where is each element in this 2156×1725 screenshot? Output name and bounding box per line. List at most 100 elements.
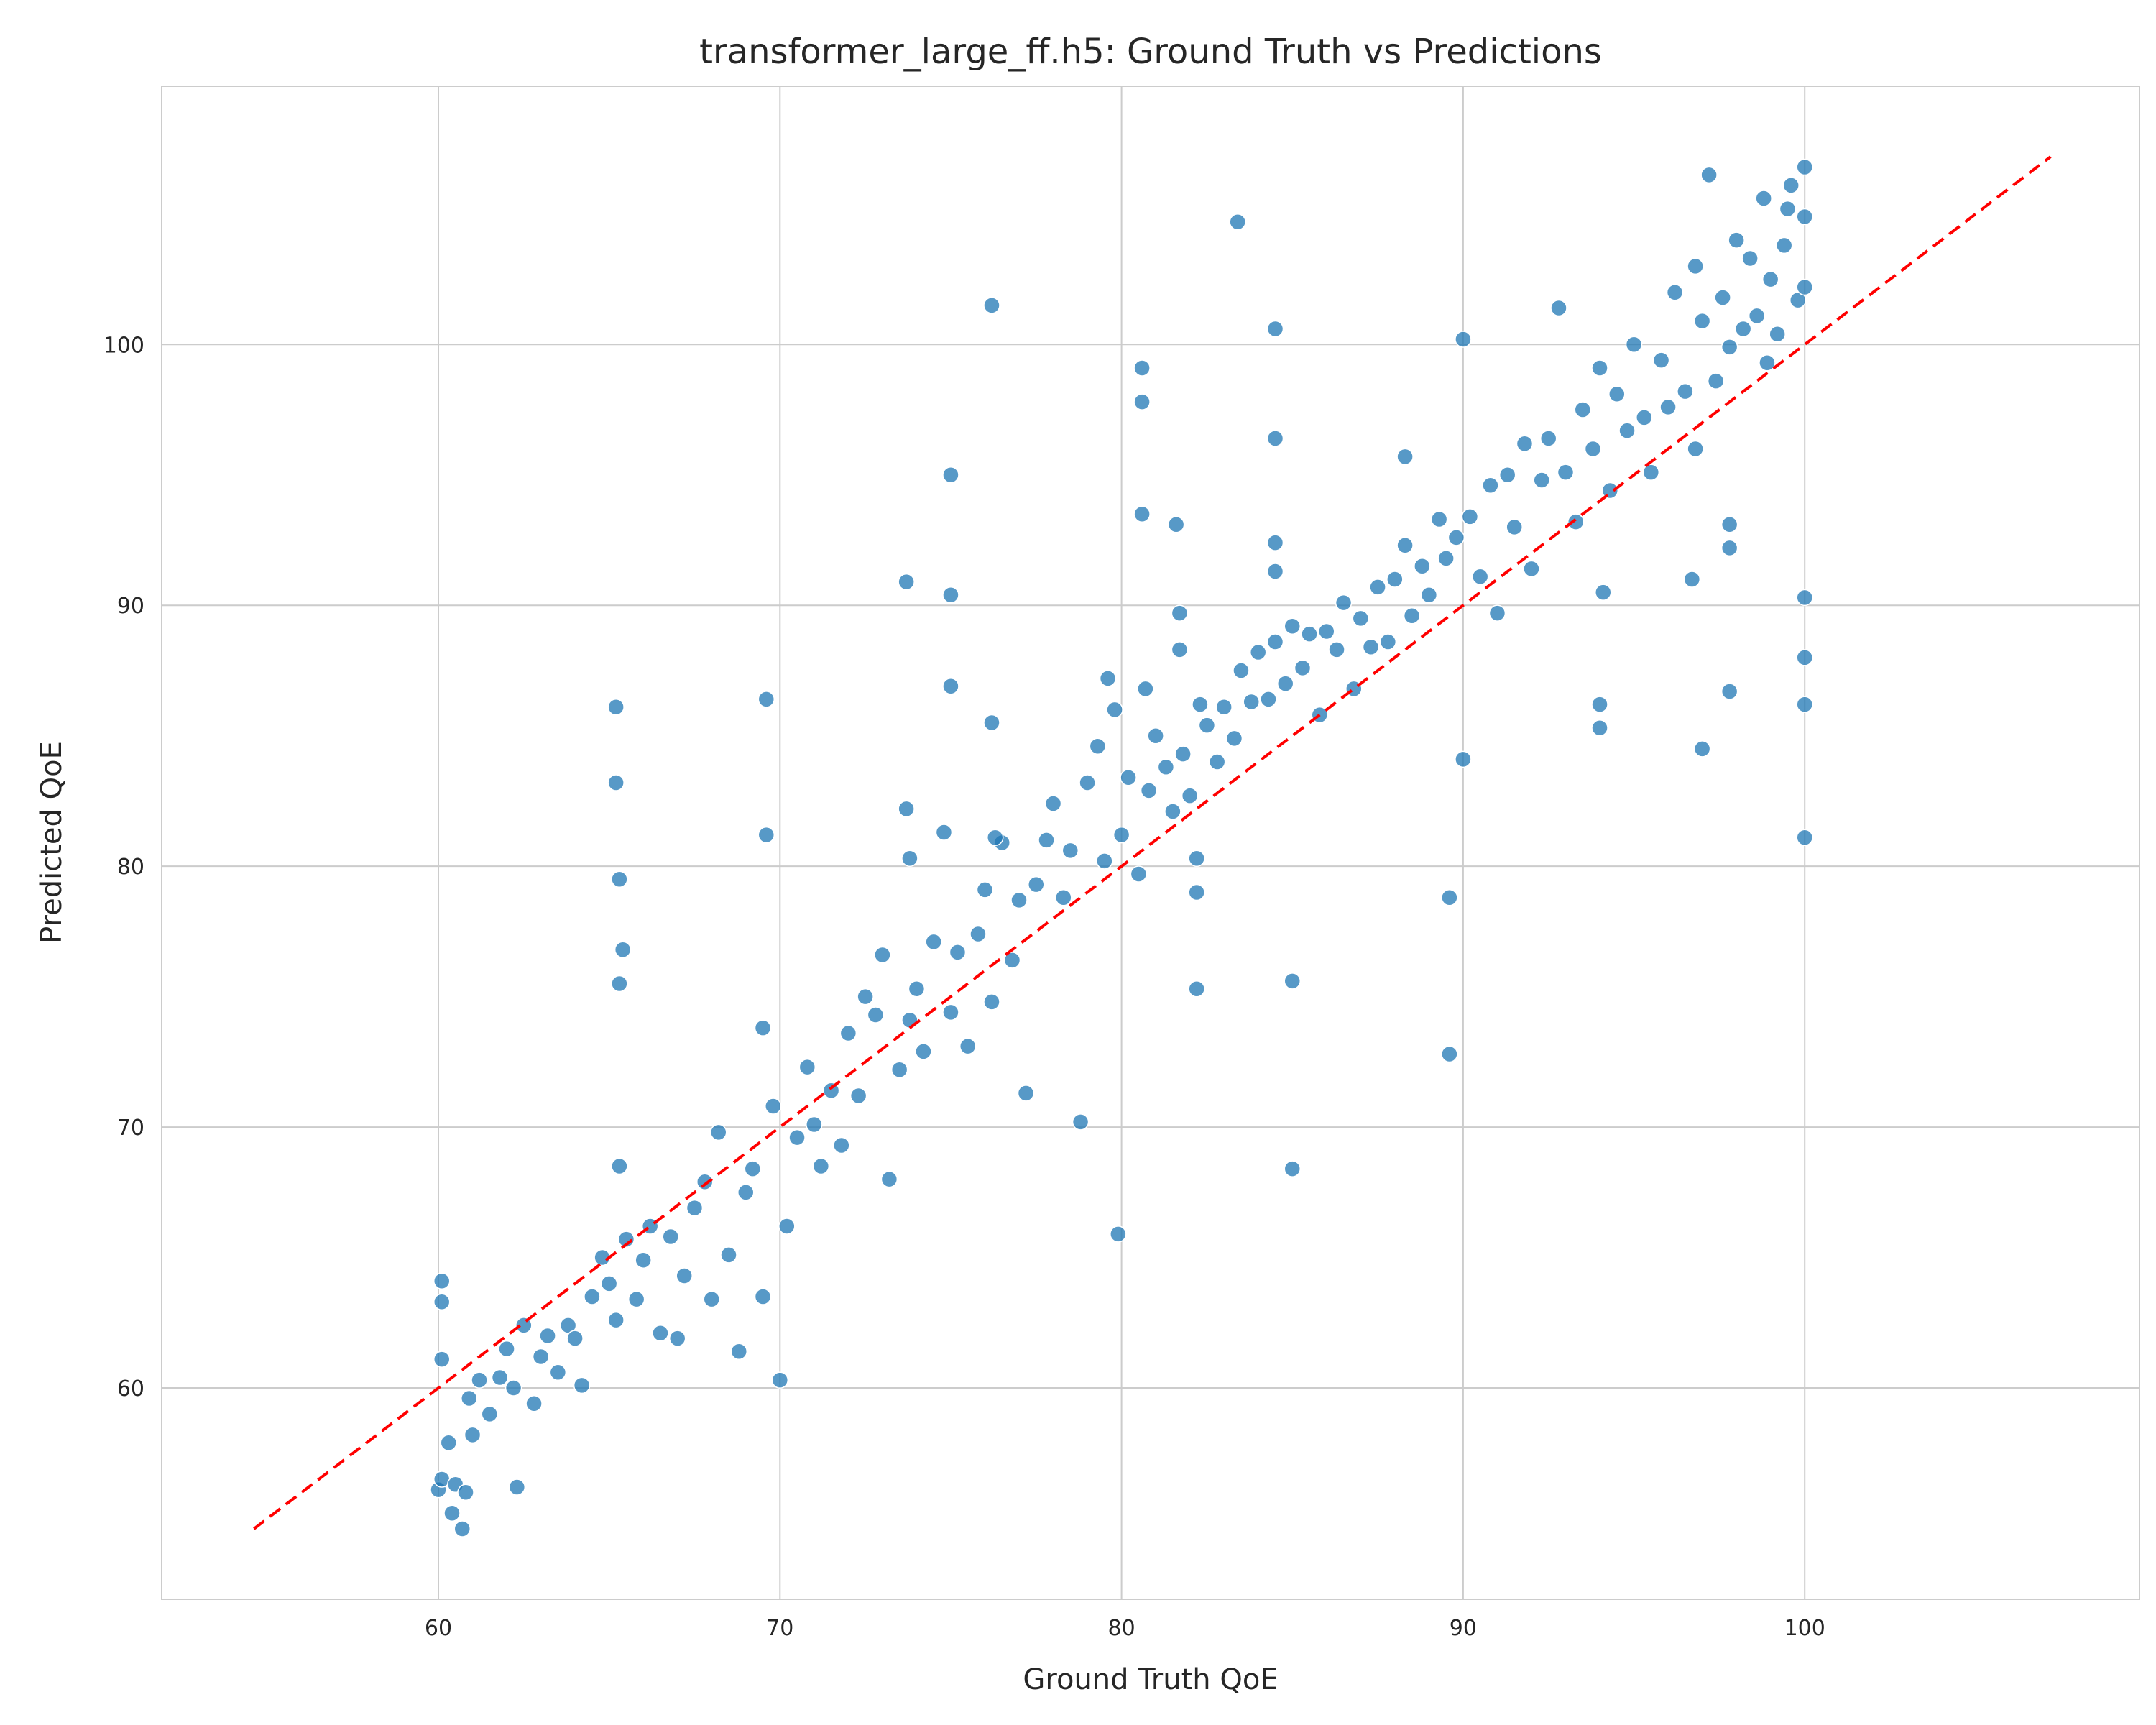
scatter-point: [559, 1317, 577, 1334]
scatter-point: [1642, 464, 1660, 481]
x-tick-label: 100: [1784, 1616, 1825, 1641]
scatter-point: [1796, 208, 1813, 226]
scatter-point: [874, 946, 891, 964]
y-tick-label: 100: [103, 333, 144, 358]
scatter-point: [806, 1116, 823, 1133]
scatter-point: [1362, 638, 1380, 656]
y-tick-label: 70: [117, 1116, 144, 1141]
scatter-point: [1516, 435, 1534, 452]
scatter-point: [1618, 422, 1636, 439]
scatter-point: [1171, 604, 1189, 622]
scatter-point: [1455, 750, 1472, 768]
scatter-point: [440, 1434, 458, 1451]
scatter-point: [1369, 579, 1386, 596]
scatter-point: [1461, 508, 1479, 525]
scatter-point: [1099, 670, 1117, 687]
scatter-point: [686, 1199, 704, 1217]
scatter-point: [1284, 1160, 1302, 1177]
scatter-point: [771, 1371, 789, 1389]
scatter-point: [662, 1228, 679, 1246]
scatter-point: [1796, 278, 1813, 296]
x-tick-label: 70: [766, 1616, 793, 1641]
scatter-point: [1796, 829, 1813, 846]
scatter-point: [498, 1340, 515, 1358]
scatter-point: [614, 941, 632, 959]
scatter-point: [549, 1363, 567, 1381]
scatter-point: [1215, 699, 1233, 716]
scatter-point: [539, 1327, 556, 1345]
scatter-point: [1796, 649, 1813, 666]
scatter-point: [890, 1061, 908, 1078]
scatter-point: [1482, 477, 1499, 494]
scatter-point: [1714, 289, 1731, 306]
scatter-point: [942, 466, 959, 484]
y-tick-labels: 60 70 80 90 100: [103, 333, 144, 1402]
scatter-point: [1591, 696, 1608, 713]
scatter-point: [1775, 236, 1793, 254]
y-gridlines: [162, 344, 2139, 1389]
scatter-point: [1420, 586, 1438, 604]
scatter-point: [1171, 641, 1189, 658]
scatter-point: [849, 1087, 867, 1105]
scatter-point: [1379, 633, 1397, 650]
scatter-point: [757, 691, 775, 708]
scatter-point: [857, 988, 874, 1006]
scatter-point: [1498, 466, 1516, 484]
scatter-point: [1591, 719, 1608, 737]
scatter-point: [1506, 518, 1523, 536]
scatter-point: [1044, 795, 1062, 812]
scatter-point: [433, 1351, 451, 1368]
scatter-point: [1741, 249, 1759, 267]
scatter-point: [754, 1288, 772, 1305]
scatter-point: [1700, 166, 1718, 184]
reference-line: [253, 155, 2052, 1530]
scatter-point: [1174, 745, 1192, 763]
scatter-point: [983, 714, 1000, 732]
scatter-point: [1796, 589, 1813, 607]
data-points: [430, 158, 1813, 1537]
scatter-point: [1266, 534, 1284, 551]
scatter-point: [1608, 385, 1626, 403]
scatter-point: [1089, 737, 1107, 755]
scatter-point: [1707, 372, 1725, 390]
scatter-point: [1441, 888, 1458, 906]
scatter-point: [709, 1123, 727, 1141]
scatter-point: [1229, 213, 1246, 231]
scatter-point: [1352, 610, 1370, 627]
x-tick-label: 60: [425, 1616, 452, 1641]
scatter-point: [720, 1246, 737, 1264]
scatter-point: [1167, 515, 1185, 533]
scatter-point: [1693, 312, 1711, 330]
scatter-point: [491, 1368, 509, 1386]
scatter-point: [1720, 683, 1738, 700]
scatter-point: [1110, 1225, 1127, 1243]
scatter-point: [1471, 568, 1489, 586]
scatter-point: [757, 826, 775, 844]
scatter-point: [1276, 675, 1294, 692]
scatter-point: [1120, 769, 1137, 786]
scatter-point: [1396, 448, 1414, 466]
scatter-point: [1130, 865, 1148, 883]
scatter-point: [1693, 740, 1711, 758]
scatter-point: [1106, 701, 1123, 719]
x-tick-label: 90: [1450, 1616, 1477, 1641]
scatter-point: [1720, 339, 1738, 356]
scatter-point: [1181, 787, 1199, 804]
scatter-point: [1188, 850, 1205, 868]
scatter-point: [1659, 398, 1677, 416]
scatter-point: [798, 1058, 816, 1076]
scatter-point: [1782, 177, 1800, 194]
scatter-point: [1112, 826, 1130, 844]
scatter-point: [839, 1024, 857, 1042]
scatter-point: [1550, 299, 1567, 317]
scatter-point: [1133, 393, 1151, 410]
scatter-point: [1720, 515, 1738, 533]
scatter-point: [676, 1267, 693, 1284]
scatter-point: [1796, 158, 1813, 176]
scatter-point: [1687, 440, 1704, 458]
scatter-point: [1447, 529, 1465, 546]
scatter-point: [1284, 617, 1302, 635]
x-tick-labels: 60 70 80 90 100: [425, 1616, 1825, 1641]
